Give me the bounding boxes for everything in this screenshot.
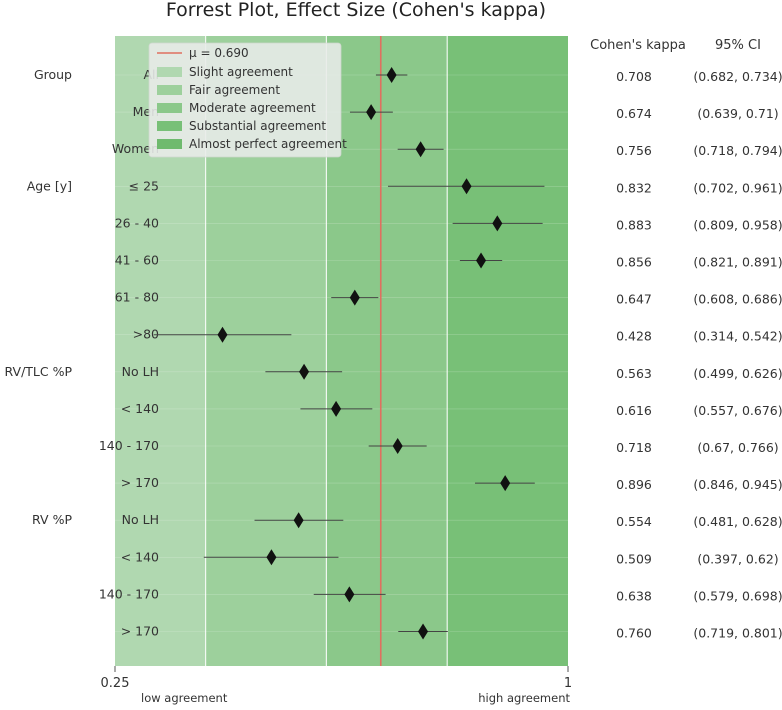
kappa-value: 0.756 [616,143,652,158]
ci-value: (0.682, 0.734) [693,69,782,84]
kappa-marker [418,623,429,640]
legend-swatch [157,121,182,131]
kappa-value: 0.856 [616,255,652,270]
chart-title: Forrest Plot, Effect Size (Cohen's kappa… [166,0,546,21]
kappa-value: 0.509 [616,551,652,566]
kappa-value: 0.883 [616,217,652,232]
kappa-marker [366,104,377,121]
legend-swatch [157,139,182,149]
group-label: Age [y] [27,178,72,193]
row-label: > 170 [121,475,159,490]
kappa-value: 0.563 [616,366,652,381]
ci-value: (0.499, 0.626) [693,366,782,381]
row-label: ≤ 25 [129,178,159,193]
legend-box [148,42,342,158]
ci-value: (0.719, 0.801) [693,626,782,641]
x-tick-label: 1 [564,676,572,691]
kappa-marker [344,586,355,603]
ci-column-header: 95% CI [715,38,761,53]
x-tick-label: 0.25 [101,676,130,691]
band-moderate-agreement [326,36,448,666]
legend-label: Fair agreement [189,83,280,97]
kappa-marker [266,549,277,566]
kappa-marker [492,215,503,232]
row-label: 26 - 40 [115,215,159,230]
row-label: > 170 [121,624,159,639]
legend-label: Substantial agreement [189,119,326,133]
row-label: >80 [133,327,159,342]
band-substantial-agreement [447,36,568,666]
kappa-marker [331,400,342,417]
row-label: Women [112,141,159,156]
ci-value: (0.397, 0.62) [697,551,778,566]
kappa-marker [415,141,426,158]
ci-value: (0.639, 0.71) [697,106,778,121]
row-label: < 140 [121,549,159,564]
ci-value: (0.821, 0.891) [693,255,782,270]
ci-value: (0.702, 0.961) [693,180,782,195]
group-label: RV %P [32,512,72,527]
legend-label: Moderate agreement [189,101,316,115]
kappa-marker [217,326,228,343]
x-low-note: low agreement [141,691,228,705]
ci-value: (0.557, 0.676) [693,403,782,418]
kappa-value: 0.708 [616,69,652,84]
kappa-marker [293,512,304,529]
kappa-value: 0.674 [616,106,652,121]
kappa-marker [386,67,397,83]
ci-value: (0.809, 0.958) [693,217,782,232]
ci-value: (0.718, 0.794) [693,143,782,158]
kappa-marker [299,363,310,380]
plot-area: GroupAll0.708(0.682, 0.734)Men0.674(0.63… [5,36,782,705]
legend-label: Slight agreement [189,65,293,79]
legend-swatch [157,85,182,95]
kappa-value: 0.554 [616,514,652,529]
kappa-value: 0.616 [616,403,652,418]
legend-mean-label: μ = 0.690 [189,46,249,60]
x-high-note: high agreement [478,691,570,705]
legend-swatch [157,67,182,77]
row-label: No LH [122,364,159,379]
legend-swatch [157,103,182,113]
group-label: RV/TLC %P [5,364,73,379]
kappa-column-header: Cohen's kappa [590,38,686,53]
kappa-value: 0.896 [616,477,652,492]
kappa-marker [461,178,472,195]
ci-value: (0.481, 0.628) [693,514,782,529]
row-label: 140 - 170 [99,586,159,601]
ci-value: (0.579, 0.698) [693,588,782,603]
kappa-value: 0.760 [616,626,652,641]
kappa-value: 0.638 [616,588,652,603]
kappa-marker [476,252,487,269]
kappa-marker [349,289,360,306]
ci-value: (0.67, 0.766) [697,440,778,455]
row-label: < 140 [121,401,159,416]
row-label: No LH [122,512,159,527]
row-label: 61 - 80 [115,290,159,305]
ci-value: (0.846, 0.945) [693,477,782,492]
kappa-marker [392,438,403,454]
row-label: 41 - 60 [115,253,159,268]
group-label: Group [34,67,72,82]
kappa-value: 0.428 [616,329,652,344]
kappa-value: 0.718 [616,440,652,455]
kappa-marker [500,475,511,492]
row-label: 140 - 170 [99,438,159,453]
legend-label: Almost perfect agreement [189,137,347,151]
kappa-value: 0.832 [616,180,652,195]
kappa-value: 0.647 [616,292,652,307]
ci-value: (0.608, 0.686) [693,292,782,307]
ci-value: (0.314, 0.542) [693,329,782,344]
